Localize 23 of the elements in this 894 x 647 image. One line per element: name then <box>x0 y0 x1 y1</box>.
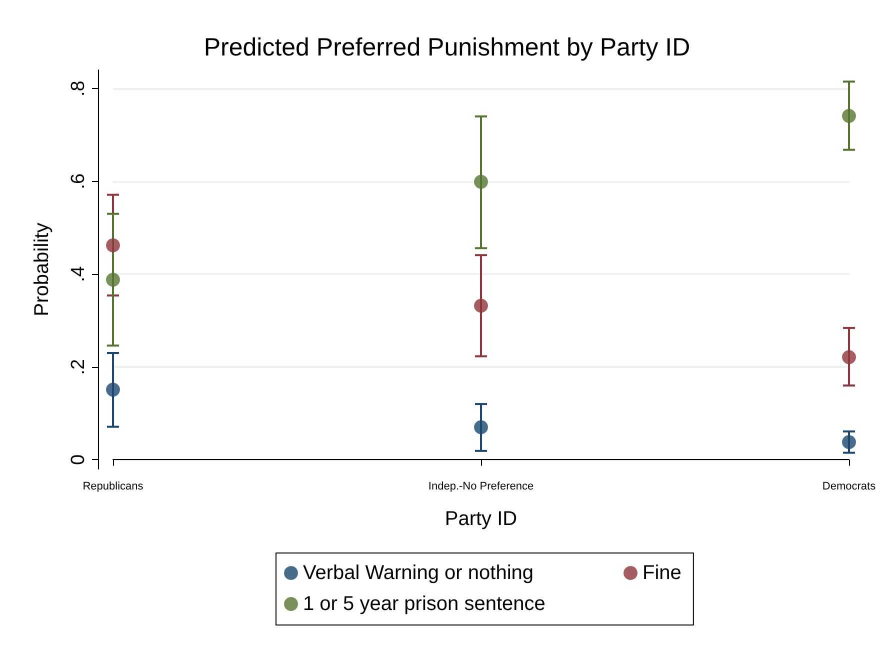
x-axis-title: Party ID <box>444 508 518 530</box>
chart-title: Predicted Preferred Punishment by Party ID <box>204 34 690 62</box>
y-tick-label: .8 <box>68 80 89 96</box>
y-tick-label: .4 <box>68 266 89 282</box>
legend-label: Fine <box>642 562 682 584</box>
point <box>474 420 488 434</box>
x-tick-label: Indep.-No Preference <box>428 480 534 492</box>
point <box>842 350 856 364</box>
point <box>106 272 120 287</box>
y-axis-title: Probability <box>31 222 53 316</box>
y-tick-label: .2 <box>68 359 89 375</box>
y-tick-label: .6 <box>68 173 89 190</box>
y-tick-label: 0 <box>68 454 89 466</box>
legend-label: Verbal Warning or nothing <box>303 562 534 584</box>
point <box>106 382 120 397</box>
legend-label: 1 or 5 year prison sentence <box>303 593 546 615</box>
point <box>842 435 856 450</box>
point <box>474 298 488 313</box>
point <box>474 174 488 189</box>
x-tick-label: Republicans <box>82 480 144 492</box>
x-tick-label: Democrats <box>822 480 876 492</box>
point <box>842 108 856 123</box>
point <box>106 238 120 252</box>
